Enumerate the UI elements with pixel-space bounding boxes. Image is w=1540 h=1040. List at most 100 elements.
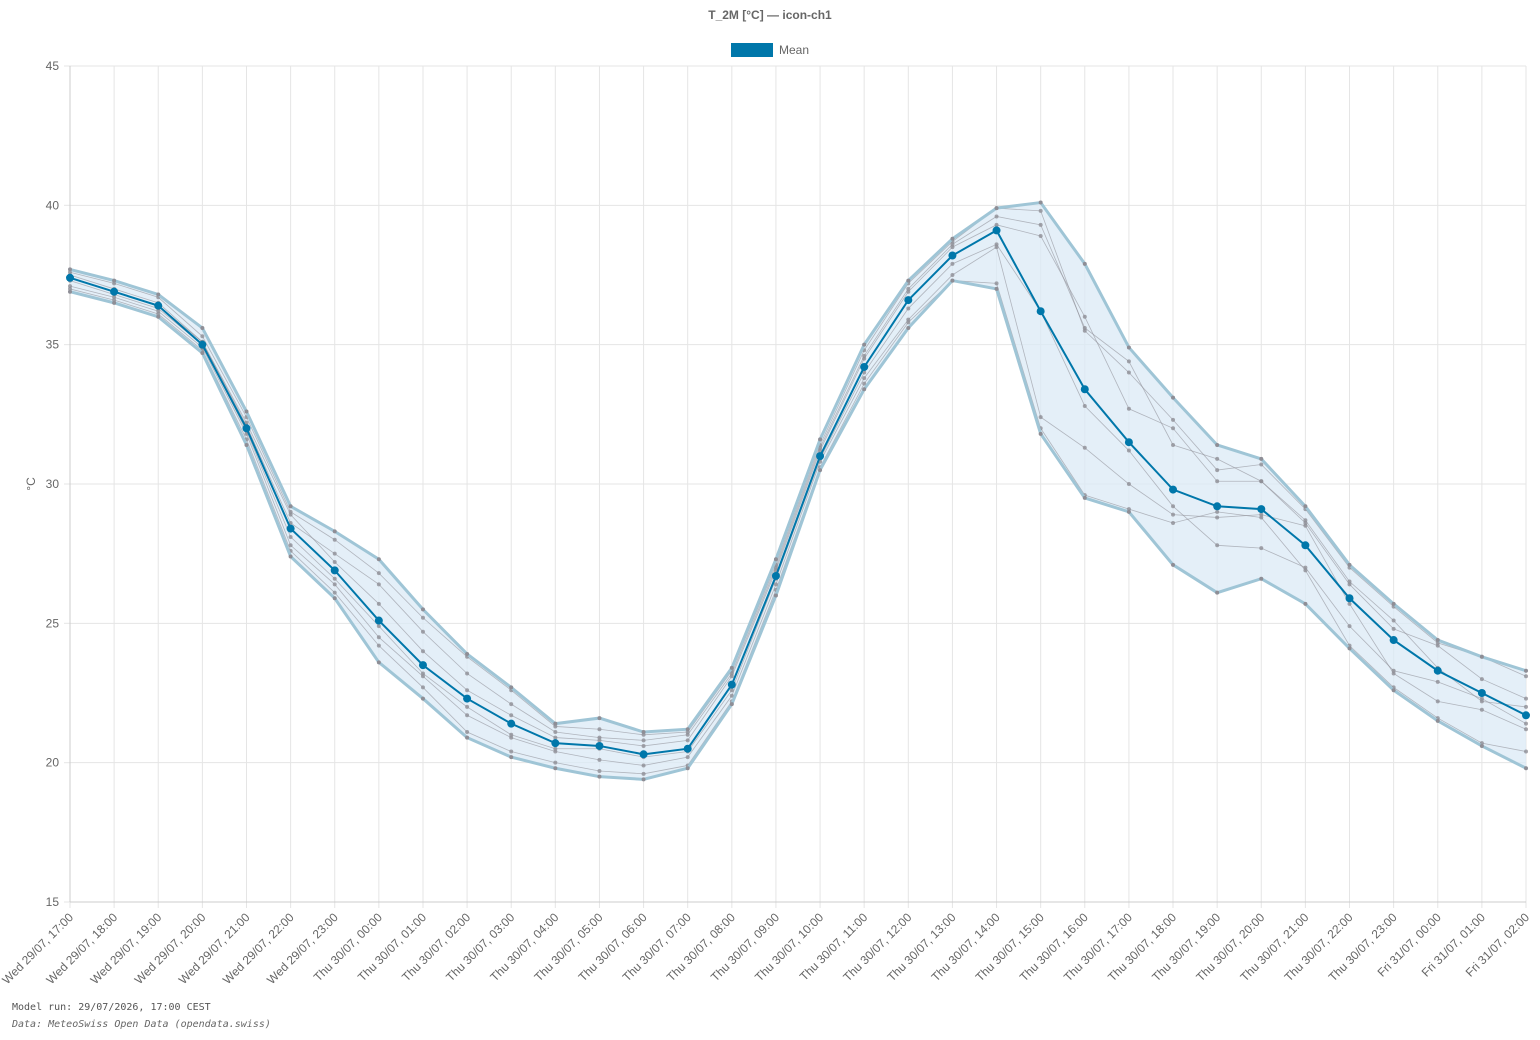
max-point <box>906 278 911 283</box>
member-point <box>641 763 646 768</box>
mean-point <box>1169 485 1178 494</box>
member-point <box>1391 668 1396 673</box>
mean-point <box>1345 594 1354 603</box>
member-point <box>994 222 999 227</box>
legend[interactable]: Mean <box>731 43 809 57</box>
member-point <box>1303 518 1308 523</box>
member-line <box>69 224 1527 747</box>
member-point <box>950 261 955 266</box>
member-point <box>465 730 470 735</box>
member-point <box>68 286 72 291</box>
mean-point <box>639 750 648 759</box>
member-point <box>465 671 470 676</box>
max-point <box>112 278 117 283</box>
member-point <box>1082 328 1087 333</box>
member-point <box>1391 618 1396 623</box>
member-point <box>156 309 161 314</box>
min-point <box>244 442 249 447</box>
legend-label-mean[interactable]: Mean <box>779 43 809 57</box>
mean-series[interactable] <box>66 226 1530 759</box>
member-point <box>1082 325 1087 330</box>
member-point <box>1215 515 1220 520</box>
min-point <box>1259 576 1264 581</box>
member-point <box>1126 406 1131 411</box>
member-point <box>465 704 470 709</box>
member-point <box>685 755 690 760</box>
member-point <box>1524 721 1528 726</box>
member-point <box>862 381 867 386</box>
min-point <box>376 660 381 665</box>
member-point <box>641 732 646 737</box>
member-point <box>1259 515 1264 520</box>
member-point <box>641 771 646 776</box>
max-point <box>1215 442 1220 447</box>
member-point <box>950 245 955 250</box>
member-point <box>1171 417 1176 422</box>
mean-point <box>66 273 74 282</box>
y-tick-label: 35 <box>46 338 60 352</box>
mean-point <box>110 287 119 296</box>
member-point <box>1479 677 1484 682</box>
min-point <box>1215 590 1220 595</box>
member-line <box>69 246 1527 766</box>
member-point <box>288 534 293 539</box>
member-point <box>288 543 293 548</box>
max-point <box>1303 504 1308 509</box>
mean-point <box>286 524 295 533</box>
member-point <box>685 738 690 743</box>
min-point <box>1347 646 1352 651</box>
member-point <box>553 724 558 729</box>
member-point <box>1435 643 1440 648</box>
member-point <box>332 590 337 595</box>
member-point <box>1259 512 1264 517</box>
member-point <box>1171 442 1176 447</box>
max-point <box>818 437 823 442</box>
member-point <box>950 273 955 277</box>
range-band-area <box>70 202 1526 780</box>
member-point <box>1171 521 1176 526</box>
mean-point <box>1477 689 1486 697</box>
member-point <box>1215 479 1220 484</box>
member-point <box>1479 699 1484 704</box>
mean-point <box>551 739 560 748</box>
member-point <box>729 671 734 676</box>
member-point <box>376 582 381 587</box>
model-run-info: Model run: 29/07/2026, 17:00 CEST <box>12 1002 211 1013</box>
member-point <box>553 735 558 740</box>
member-point <box>1259 462 1264 467</box>
member-point <box>420 685 425 690</box>
member-point <box>1347 624 1352 629</box>
mean-point <box>948 251 957 260</box>
min-point <box>1479 743 1484 748</box>
min-point <box>509 755 514 760</box>
member-point <box>641 743 646 748</box>
member-point <box>376 643 381 648</box>
max-point <box>950 236 955 241</box>
member-point <box>465 713 470 718</box>
max-point <box>1391 601 1396 606</box>
mean-point <box>1124 438 1133 447</box>
min-point <box>288 554 293 559</box>
min-point <box>1524 766 1528 771</box>
max-point <box>994 206 999 211</box>
min-point <box>862 387 867 392</box>
mean-point <box>1301 541 1310 550</box>
member-point <box>1171 426 1176 431</box>
min-point <box>420 696 425 701</box>
member-point <box>112 295 117 300</box>
member-point <box>68 284 72 289</box>
member-point <box>1479 707 1484 712</box>
mean-point <box>727 680 736 689</box>
member-point <box>332 576 337 581</box>
member-point <box>1479 696 1484 701</box>
max-point <box>1126 345 1131 350</box>
member-point <box>1435 699 1440 704</box>
max-point <box>553 721 558 726</box>
member-point <box>1082 445 1087 450</box>
y-tick-label: 15 <box>46 895 60 909</box>
max-point <box>200 325 205 330</box>
member-point <box>553 749 558 754</box>
max-point <box>862 342 867 347</box>
y-tick-label: 20 <box>46 756 60 770</box>
